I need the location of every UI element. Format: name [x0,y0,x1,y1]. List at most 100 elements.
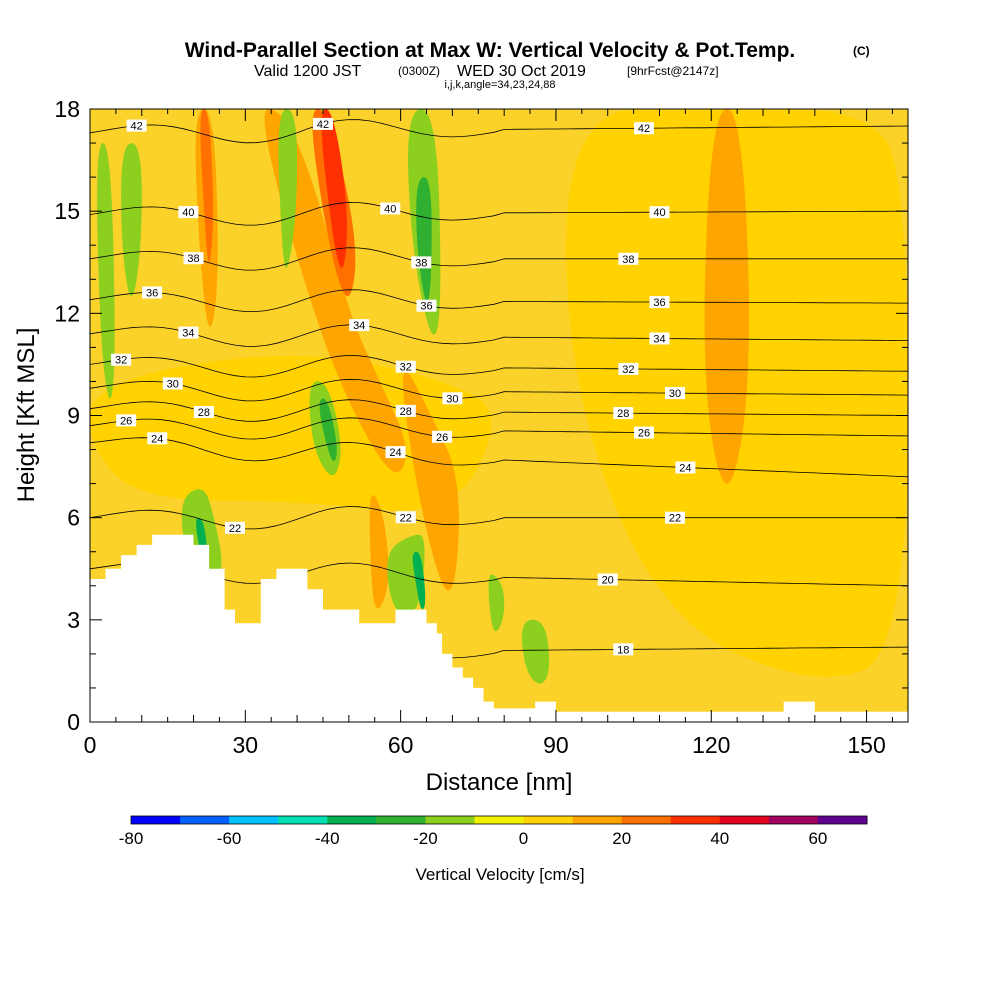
isentrope-label-28: 28 [198,407,210,419]
colorbar-swatch [817,816,868,824]
isentrope-label-20: 20 [602,575,614,587]
isentrope-label-box [649,332,670,345]
isentrope-label-34: 34 [353,320,365,332]
y-tick-label: 3 [67,607,80,633]
y-tick-label: 15 [54,198,80,224]
isentrope-label-28: 28 [400,406,412,418]
isentrope-label-30: 30 [669,388,681,400]
isentrope-label-38: 38 [622,254,634,266]
velocity-region-9 [704,109,749,484]
isentrope-label-box [380,202,401,215]
colorbar-swatch [425,816,475,824]
isentrope-label-24: 24 [389,447,401,459]
isentrope-label-box [225,521,245,534]
chart-subtitle-valid: Valid 1200 JST [254,63,362,80]
isentrope-label-22: 22 [400,512,412,524]
isentrope-label-26: 26 [638,428,650,440]
colorbar-swatch [474,816,525,824]
isentrope-label-24: 24 [679,463,691,475]
isentrope-label-box [111,353,132,366]
velocity-region-11 [121,143,142,297]
chart-subtitle-date: WED 30 Oct 2019 [457,63,586,80]
colorbar-swatch [621,816,672,824]
isentrope-label-22: 22 [229,523,241,535]
colorbar-swatch [523,816,574,824]
isentrope-label-box [147,432,168,445]
isentrope-label-box [162,377,183,390]
isentrope-label-42: 42 [638,123,650,135]
y-tick-label: 12 [54,300,80,326]
isentrope-label-32: 32 [622,364,634,376]
isentrope-line-28 [90,399,908,422]
velocity-region-10 [97,143,115,399]
isentrope-label-18: 18 [617,644,629,656]
isentrope-label-box [634,122,654,135]
isentrope-label-38: 38 [415,257,427,269]
chart-subtitle-fcst: [9hrFcst@2147z] [627,64,719,78]
isentrope-label-box [126,119,147,132]
chart-title: Wind-Parallel Section at Max W: Vertical… [185,39,796,62]
colorbar-swatch [376,816,426,824]
velocity-region-1 [90,355,492,511]
isentrope-label-box [116,414,137,427]
isentrope-label-38: 38 [187,253,199,265]
colorbar-swatch [278,816,328,824]
isentrope-label-box [385,446,406,459]
isentrope-label-box [613,407,634,420]
velocity-region-14 [416,177,432,302]
isentrope-label-box [442,392,463,405]
y-tick-label: 6 [67,505,80,531]
isentrope-line-38 [90,247,908,271]
colorbar-tick-label: -60 [217,829,242,848]
isentrope-label-box [395,404,416,417]
isentrope-label-box [395,511,416,524]
chart-title-mark: (C) [853,44,870,58]
colorbar-label: Vertical Velocity [cm/s] [415,865,584,884]
terrain-mask [90,534,908,722]
isentrope-label-box [634,426,654,439]
colorbar-swatch [131,816,181,824]
isentrope-label-box [183,252,204,265]
isentrope-label-box [349,319,370,332]
colorbar-swatch [768,816,819,824]
isentrope-line-40 [90,201,908,226]
y-tick-label: 18 [54,96,80,122]
colorbar-tick-label: 60 [808,829,827,848]
velocity-region-3 [403,371,459,591]
y-tick-label: 9 [67,403,80,429]
isentrope-label-box [193,406,214,418]
x-tick-label: 90 [543,732,569,758]
velocity-region-7 [200,109,213,263]
colorbar-swatch [572,816,623,824]
x-tick-label: 60 [388,732,414,758]
isentrope-label-26: 26 [120,415,132,427]
colorbar-swatch [180,816,230,824]
isentrope-label-36: 36 [420,301,432,313]
colorbar-tick-label: -20 [413,829,438,848]
isentrope-labels: 42 42 42 40 40 40 38 38 38 36 36 36 34 34 34 32 32 32 30 30… [111,117,696,656]
isentrope-label-40: 40 [384,204,396,216]
isentrope-label-box [618,362,639,375]
velocity-region-16 [319,398,337,461]
isentrope-label-40: 40 [182,207,194,219]
velocity-region-21 [488,574,505,632]
isentrope-label-36: 36 [653,297,665,309]
isentrope-line-30 [90,378,908,402]
isentrope-label-34: 34 [653,334,665,346]
isentrope-label-32: 32 [115,355,127,367]
velocity-region-22 [521,619,550,684]
velocity-region-20 [412,551,426,610]
isentrope-label-box [649,206,670,219]
velocity-fill-regions [90,109,908,684]
isentrope-label-box [432,430,453,443]
isentrope-label-box [613,643,634,656]
isentrope-label-box [618,252,639,265]
colorbar-swatch [670,816,721,824]
isentrope-line-42 [90,119,908,144]
y-tick-label: 0 [67,709,80,735]
isentrope-label-28: 28 [617,408,629,420]
isentrope-label-40: 40 [653,207,665,219]
x-axis-label: Distance [nm] [426,769,573,796]
isentrope-label-26: 26 [436,432,448,444]
